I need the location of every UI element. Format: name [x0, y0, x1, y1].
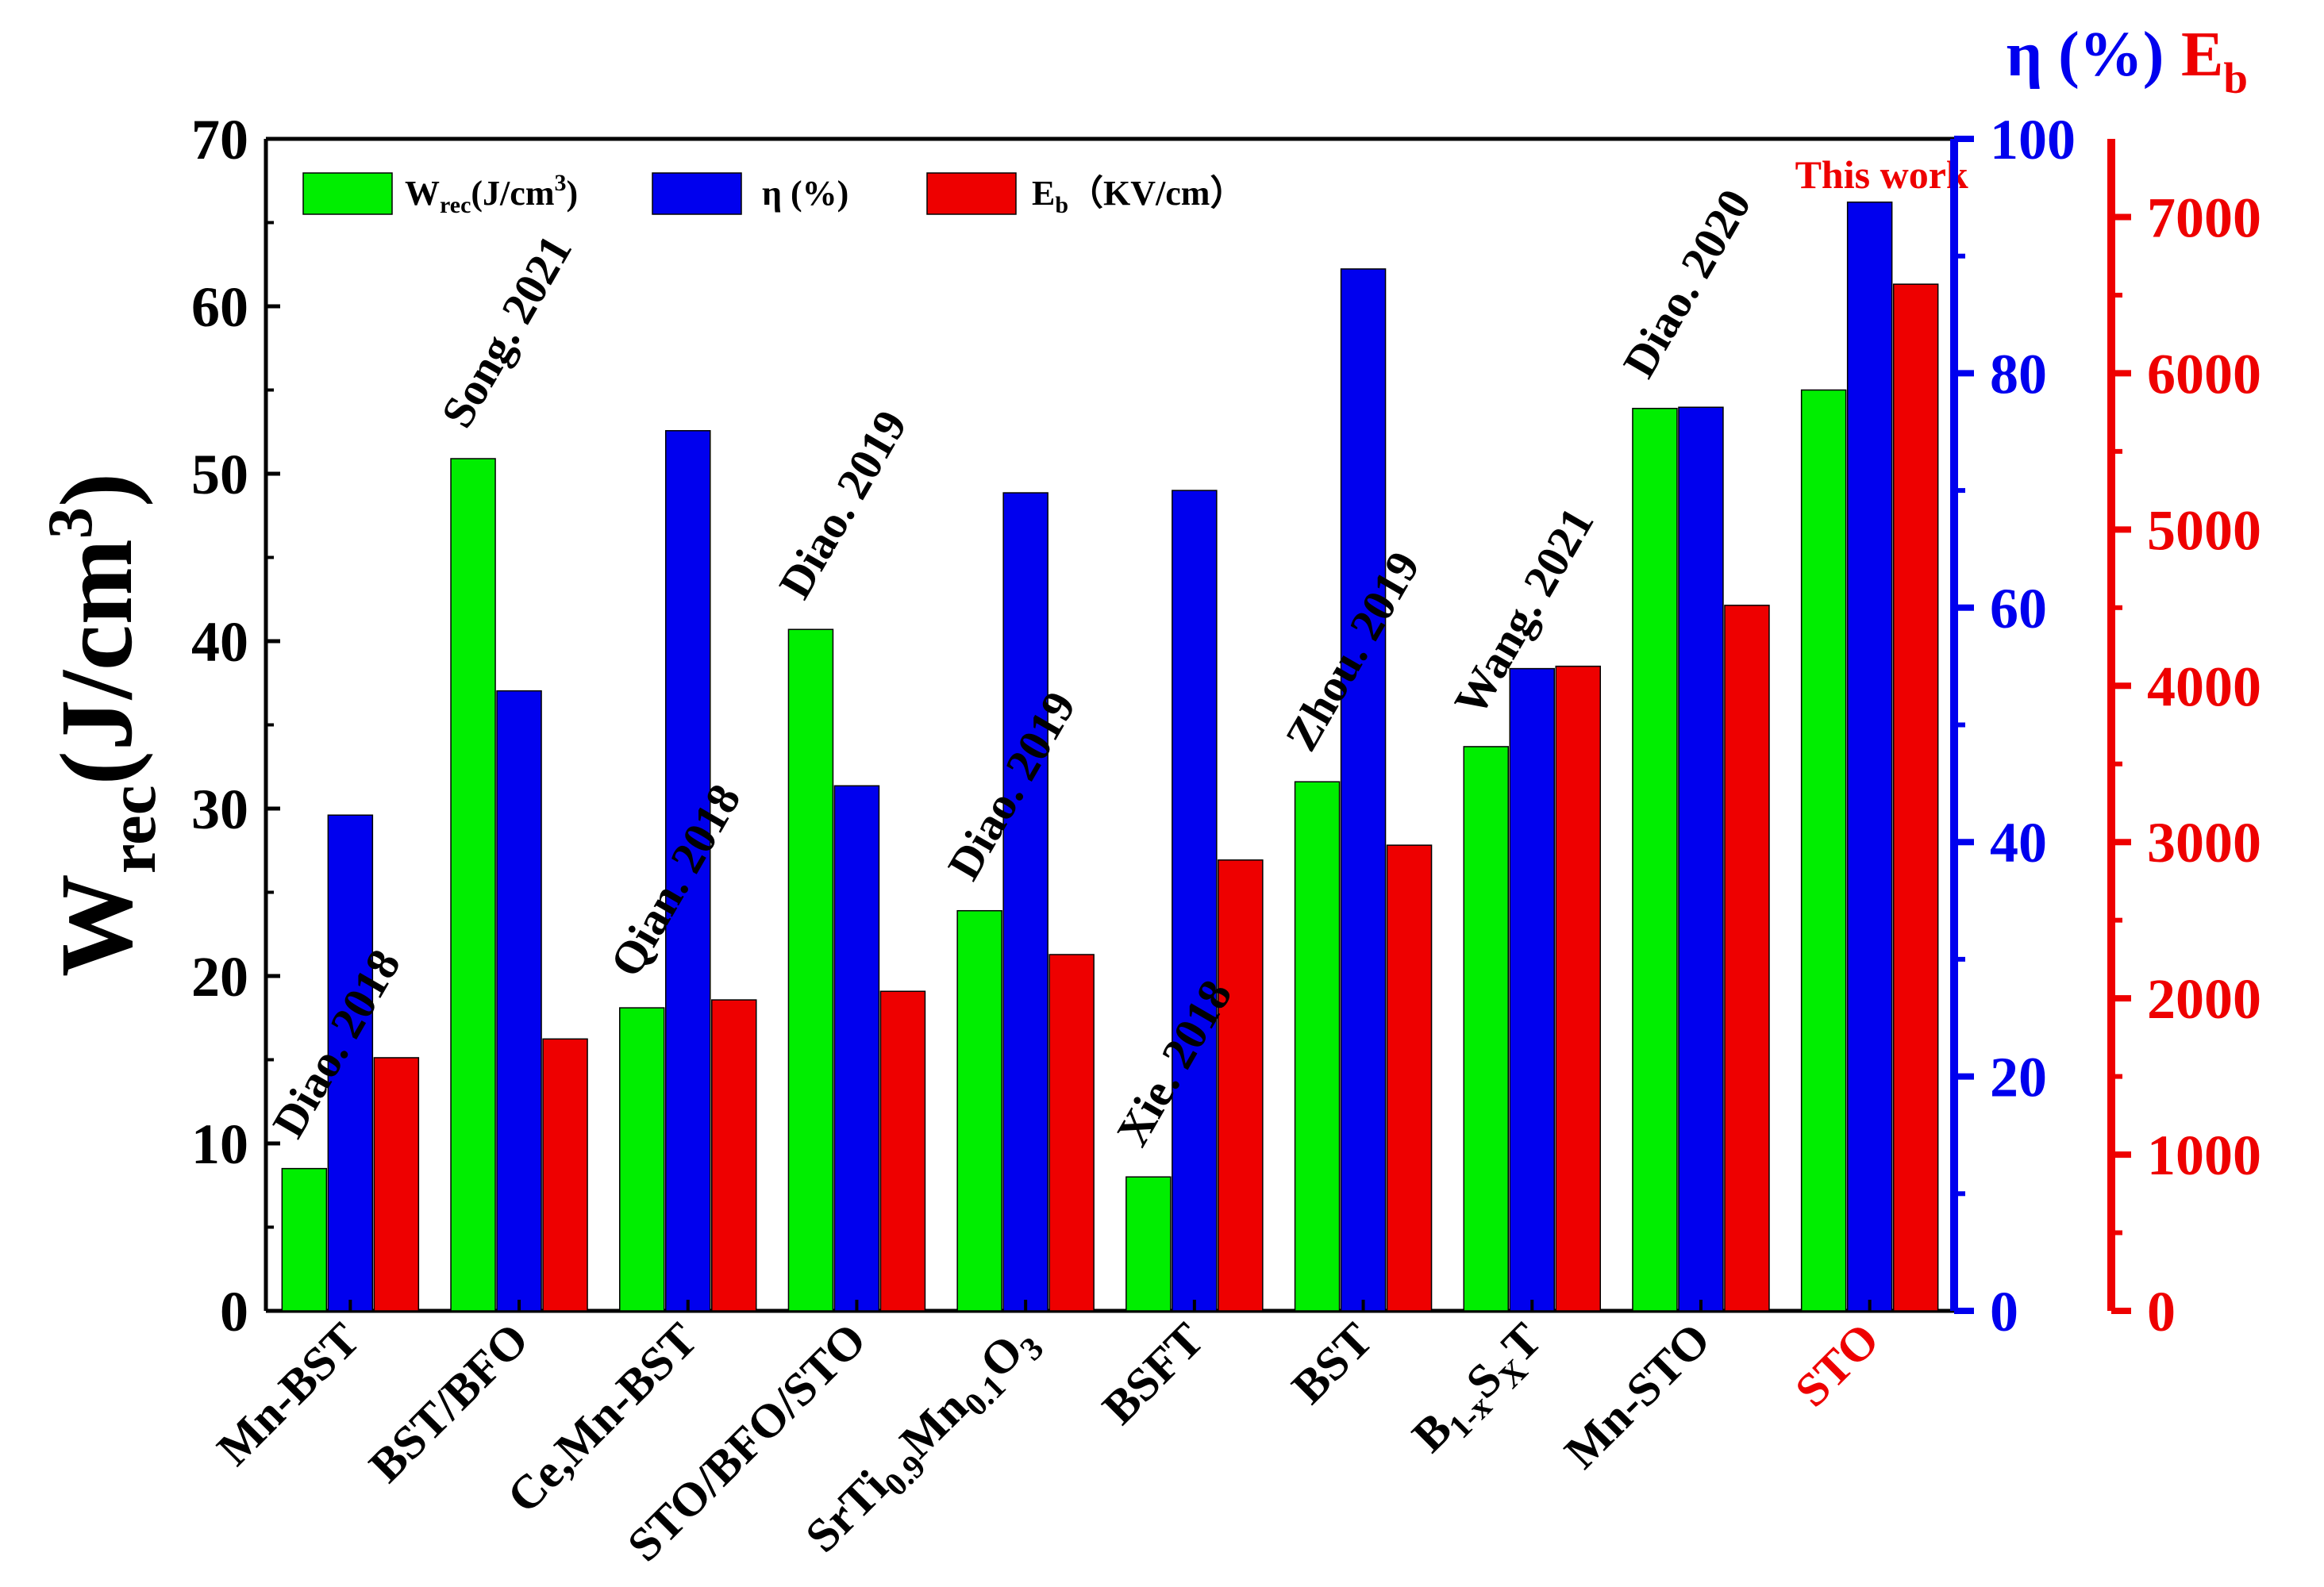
annotation-this-work: This work — [1795, 152, 1968, 197]
bar-eb-2 — [542, 1038, 588, 1312]
left-axis: 0 10 20 30 40 50 60 70 Wrec(J/cm3) — [36, 108, 280, 1343]
y-left-tick-label: 60 — [191, 275, 248, 339]
y-right-eb-tick-label: 0 — [2147, 1280, 2176, 1343]
bar-wrec-1 — [281, 1167, 328, 1312]
bar-eta-9 — [1678, 406, 1724, 1312]
bar-eta-6 — [1172, 490, 1218, 1312]
bar-eb-9 — [1724, 605, 1770, 1312]
x-category-label-7: BST — [1282, 1313, 1383, 1414]
bar-wrec-6 — [1125, 1176, 1172, 1312]
x-category-label-2: BST/BFO — [359, 1313, 538, 1493]
bar-eb-1 — [373, 1057, 420, 1312]
bar-wrec-2 — [450, 458, 496, 1312]
bar-eb-10 — [1892, 283, 1939, 1312]
bar-eb-7 — [1386, 844, 1433, 1312]
y-left-tick-label: 30 — [191, 778, 248, 841]
bar-wrec-10 — [1800, 389, 1847, 1312]
bar-wrec-5 — [956, 909, 1002, 1312]
right-axis-eta: 0 20 40 60 80 100 η (%) — [1950, 20, 2164, 1343]
right-axis-eb: 0 1000 2000 3000 4000 5000 6000 7000 Eb — [2107, 20, 2261, 1343]
y-left-tick-label: 50 — [191, 443, 248, 506]
bar-eta-2 — [496, 690, 542, 1312]
bar-wrec-4 — [787, 628, 834, 1312]
bar-wrec-9 — [1632, 407, 1678, 1312]
legend-label-eb: Eb（KV/cm） — [1032, 174, 1245, 218]
x-category-label-9: Mn-STO — [1555, 1313, 1721, 1479]
y-right-eta-tick-label: 40 — [1990, 811, 2047, 874]
x-category-label-8: B1-xSXT — [1402, 1313, 1558, 1469]
y-right-eb-tick-label: 7000 — [2147, 186, 2261, 249]
y-left-axis-label: Wrec(J/cm3) — [36, 473, 170, 977]
bar-eb-8 — [1555, 665, 1601, 1312]
bar-eta-3 — [665, 430, 711, 1312]
legend-swatch-wrec — [302, 172, 393, 215]
bar-wrec-7 — [1294, 781, 1341, 1312]
x-axis: Mn-BSTBST/BFOCe,Mn-BSTSTO/BFO/STOSrTi0.9… — [207, 1300, 1889, 1571]
y-right-eta-tick-label: 0 — [1990, 1280, 2018, 1343]
y-right-eb-tick-label: 1000 — [2147, 1124, 2261, 1187]
y-right-eta-tick-label: 80 — [1990, 342, 2047, 405]
bar-eb-6 — [1218, 859, 1264, 1312]
annotation-4: Diao. 2019 — [768, 402, 917, 607]
annotation-9: Diao. 2020 — [1613, 181, 1761, 386]
x-category-label-6: BSFT — [1092, 1313, 1214, 1435]
annotation-2: Song. 2021 — [431, 226, 582, 436]
legend: Wrec(J/cm3) η (%) Eb（KV/cm） — [302, 170, 1245, 218]
bars — [281, 202, 1939, 1312]
legend-swatch-eta — [652, 172, 742, 215]
y-left-tick-label: 40 — [191, 610, 248, 674]
y-right-eta-tick-label: 100 — [1990, 108, 2076, 171]
bar-eta-7 — [1340, 268, 1387, 1312]
y-right-eb-axis-label: Eb — [2181, 20, 2248, 102]
y-right-eb-tick-label: 5000 — [2147, 498, 2261, 562]
y-left-tick-label: 20 — [191, 945, 248, 1009]
legend-label-wrec: Wrec(J/cm3) — [405, 170, 578, 218]
bar-eta-8 — [1509, 667, 1555, 1312]
legend-swatch-eb — [926, 172, 1017, 215]
y-right-eb-tick-label: 4000 — [2147, 655, 2261, 718]
y-right-eta-tick-label: 60 — [1990, 577, 2047, 640]
y-right-eta-tick-label: 20 — [1990, 1046, 2047, 1109]
x-category-label-10: STO — [1785, 1313, 1889, 1417]
bar-eb-5 — [1048, 954, 1095, 1312]
bar-eta-10 — [1846, 202, 1893, 1312]
y-right-eb-tick-label: 6000 — [2147, 342, 2261, 405]
y-right-eta-axis-label: η (%) — [2007, 20, 2164, 90]
bar-wrec-8 — [1463, 746, 1509, 1312]
y-right-eb-tick-label: 3000 — [2147, 811, 2261, 874]
bar-eb-4 — [879, 990, 926, 1312]
bar-eb-3 — [711, 999, 757, 1312]
bar-wrec-3 — [619, 1007, 665, 1312]
y-left-tick-label: 70 — [191, 108, 248, 171]
y-left-tick-label: 10 — [191, 1112, 248, 1176]
y-left-tick-label: 0 — [220, 1280, 248, 1343]
y-right-eb-tick-label: 2000 — [2147, 967, 2261, 1031]
bar-eta-1 — [327, 814, 374, 1312]
bar-eta-4 — [833, 785, 880, 1312]
bar-eta-5 — [1002, 492, 1048, 1312]
legend-label-eta: η (%) — [762, 174, 848, 213]
